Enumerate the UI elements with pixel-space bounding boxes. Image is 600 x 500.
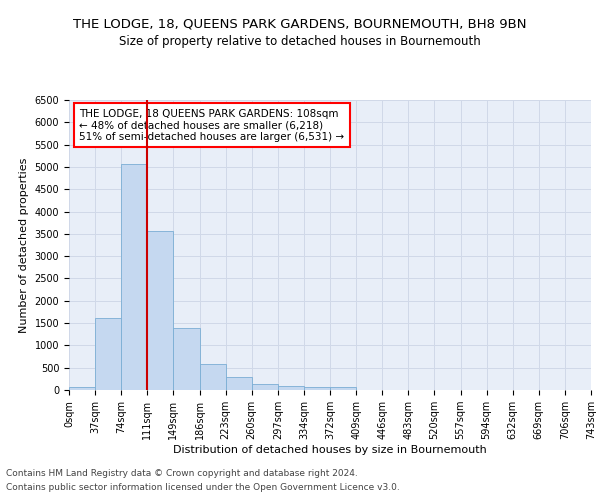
- Bar: [278, 386, 304, 390]
- Bar: [304, 386, 330, 390]
- Bar: [148, 230, 173, 390]
- Bar: [121, 164, 148, 390]
- Bar: [173, 328, 199, 390]
- Y-axis label: Number of detached properties: Number of detached properties: [19, 158, 29, 332]
- X-axis label: Distribution of detached houses by size in Bournemouth: Distribution of detached houses by size …: [173, 445, 487, 455]
- Text: THE LODGE, 18, QUEENS PARK GARDENS, BOURNEMOUTH, BH8 9BN: THE LODGE, 18, QUEENS PARK GARDENS, BOUR…: [73, 18, 527, 30]
- Bar: [252, 384, 278, 390]
- Bar: [226, 377, 252, 390]
- Bar: [69, 386, 95, 390]
- Text: Size of property relative to detached houses in Bournemouth: Size of property relative to detached ho…: [119, 35, 481, 48]
- Text: Contains HM Land Registry data © Crown copyright and database right 2024.: Contains HM Land Registry data © Crown c…: [6, 468, 358, 477]
- Text: THE LODGE, 18 QUEENS PARK GARDENS: 108sqm
← 48% of detached houses are smaller (: THE LODGE, 18 QUEENS PARK GARDENS: 108sq…: [79, 108, 344, 142]
- Bar: [330, 387, 356, 390]
- Bar: [95, 318, 121, 390]
- Text: Contains public sector information licensed under the Open Government Licence v3: Contains public sector information licen…: [6, 484, 400, 492]
- Bar: [199, 364, 226, 390]
